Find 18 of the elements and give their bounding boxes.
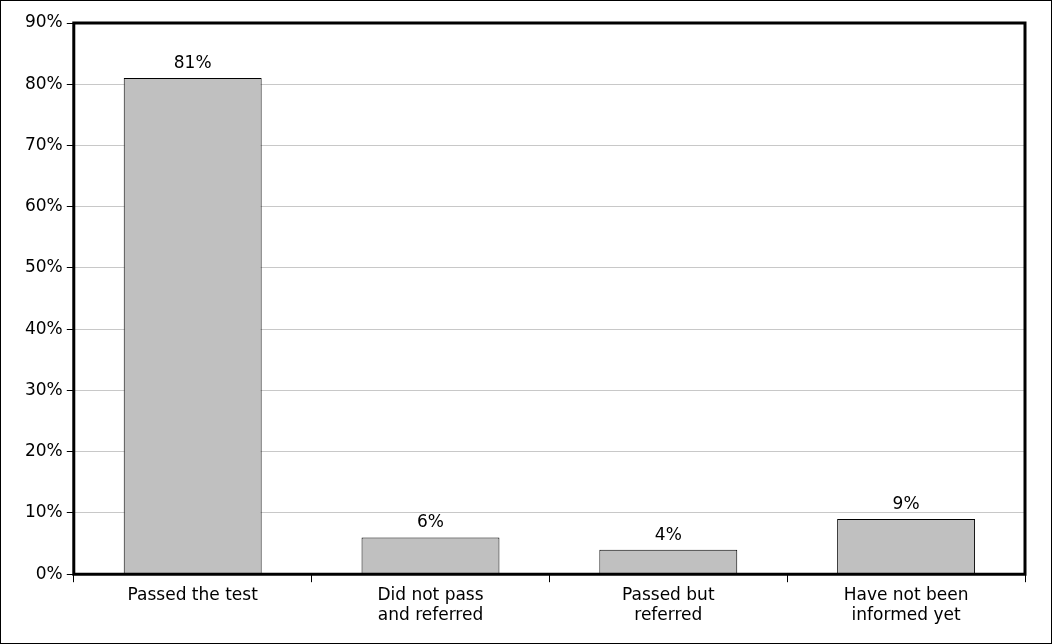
y-tick-label: 90%	[24, 11, 63, 32]
y-tick-label: 10%	[24, 501, 63, 522]
y-tick-label: 20%	[24, 440, 63, 461]
y-tick-label: 80%	[24, 72, 63, 93]
y-tick-label: 0%	[35, 562, 63, 583]
x-tick-label: Passed the test	[127, 583, 259, 604]
x-tick-label: Did not pass and referred	[377, 583, 484, 625]
data-label: 6%	[417, 511, 444, 532]
data-label: 81%	[173, 52, 212, 73]
x-tick-label: Have not been informed yet	[843, 583, 969, 625]
y-tick-label: 30%	[24, 378, 63, 399]
x-tick-label: Passed but referred	[622, 583, 715, 625]
y-tick-label: 40%	[24, 317, 63, 338]
y-tick-label: 70%	[24, 133, 63, 154]
y-tick-label: 60%	[24, 195, 63, 216]
data-label: 4%	[654, 523, 682, 544]
y-tick-label: 50%	[24, 256, 63, 277]
data-label: 9%	[892, 493, 920, 513]
